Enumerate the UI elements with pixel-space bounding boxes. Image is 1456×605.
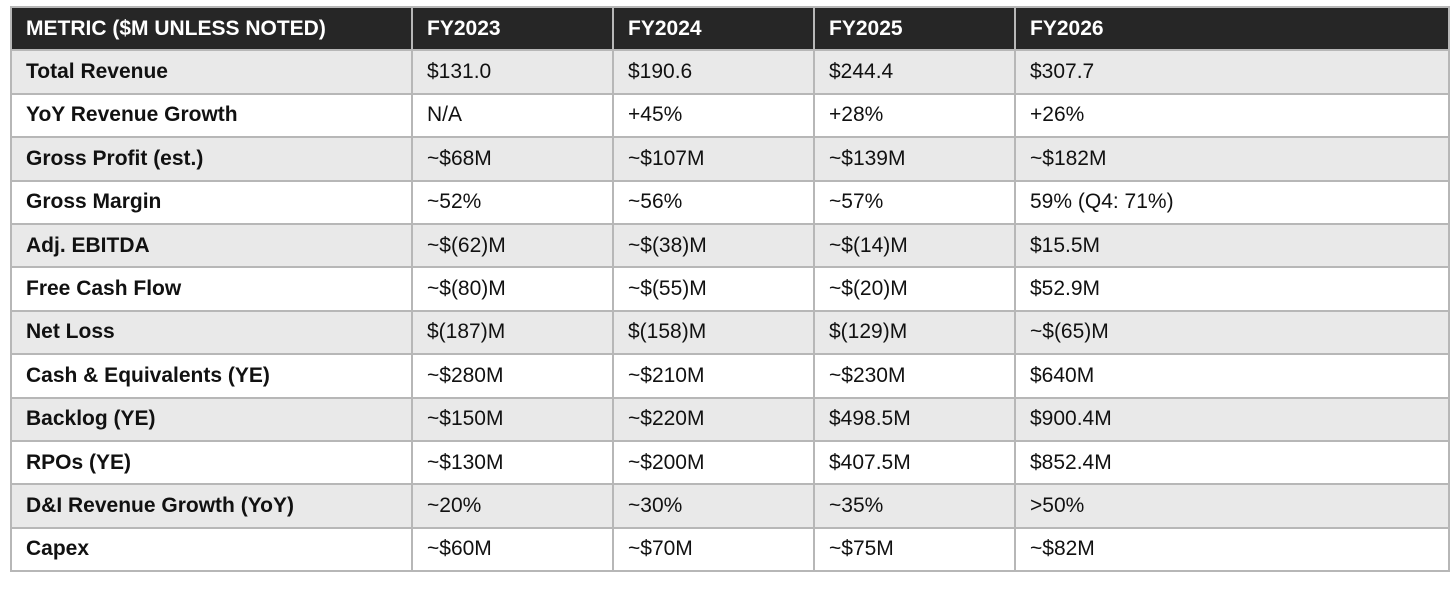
table-row: Total Revenue $131.0 $190.6 $244.4 $307.7: [10, 49, 1450, 95]
table-cell: ~20%: [411, 483, 614, 529]
table-cell: ~$70M: [612, 526, 815, 573]
table-cell: ~$280M: [411, 353, 614, 399]
table-cell: >50%: [1014, 483, 1450, 529]
table-row: YoY Revenue Growth N/A +45% +28% +26%: [10, 92, 1450, 139]
row-label: Total Revenue: [10, 49, 413, 95]
table-cell: ~$68M: [411, 136, 614, 182]
table-cell: N/A: [411, 92, 614, 139]
table-cell: ~$230M: [813, 353, 1016, 399]
table-row: Capex ~$60M ~$70M ~$75M ~$82M: [10, 526, 1450, 573]
table-cell: ~$220M: [612, 396, 815, 442]
table-cell: ~$(14)M: [813, 222, 1016, 269]
table-cell: ~$130M: [411, 439, 614, 486]
table-row: RPOs (YE) ~$130M ~$200M $407.5M $852.4M: [10, 439, 1450, 486]
table-cell: $852.4M: [1014, 439, 1450, 486]
table-cell: ~$182M: [1014, 136, 1450, 182]
table-row: Cash & Equivalents (YE) ~$280M ~$210M ~$230…: [10, 353, 1450, 399]
table-cell: ~$(20)M: [813, 266, 1016, 312]
table-cell: $900.4M: [1014, 396, 1450, 442]
table-row: Gross Profit (est.) ~$68M ~$107M ~$139M ~$18…: [10, 136, 1450, 182]
table-row: Adj. EBITDA ~$(62)M ~$(38)M ~$(14)M $15.5M: [10, 222, 1450, 269]
table-cell: $(129)M: [813, 309, 1016, 356]
table-cell: +26%: [1014, 92, 1450, 139]
table-cell: ~$150M: [411, 396, 614, 442]
table-cell: ~30%: [612, 483, 815, 529]
row-label: Gross Profit (est.): [10, 136, 413, 182]
table-cell: ~$210M: [612, 353, 815, 399]
table-cell: $52.9M: [1014, 266, 1450, 312]
row-label: Free Cash Flow: [10, 266, 413, 312]
header-row: METRIC ($M UNLESS NOTED) FY2023 FY2024 FY20…: [10, 5, 1450, 52]
table-cell: ~52%: [411, 179, 614, 225]
table-row: D&I Revenue Growth (YoY) ~20% ~30% ~35% >50%: [10, 483, 1450, 529]
header-cell: FY2023: [411, 5, 614, 52]
table-cell: $640M: [1014, 353, 1450, 399]
table-row: Backlog (YE) ~$150M ~$220M $498.5M $900.4M: [10, 396, 1450, 442]
table-cell: ~$(38)M: [612, 222, 815, 269]
table-cell: $498.5M: [813, 396, 1016, 442]
table-cell: $(158)M: [612, 309, 815, 356]
table-cell: ~$(65)M: [1014, 309, 1450, 356]
metrics-table: METRIC ($M UNLESS NOTED) FY2023 FY2024 FY20…: [10, 5, 1450, 573]
table-cell: ~35%: [813, 483, 1016, 529]
table-cell: $(187)M: [411, 309, 614, 356]
row-label: RPOs (YE): [10, 439, 413, 486]
header-cell: FY2024: [612, 5, 815, 52]
table-cell: ~$(80)M: [411, 266, 614, 312]
table-cell: $131.0: [411, 49, 614, 95]
row-label: Cash & Equivalents (YE): [10, 353, 413, 399]
table-row: Net Loss $(187)M $(158)M $(129)M ~$(65)M: [10, 309, 1450, 356]
table-cell: $15.5M: [1014, 222, 1450, 269]
table-cell: ~$60M: [411, 526, 614, 573]
header-cell: FY2025: [813, 5, 1016, 52]
row-label: YoY Revenue Growth: [10, 92, 413, 139]
table-cell: $407.5M: [813, 439, 1016, 486]
row-label: D&I Revenue Growth (YoY): [10, 483, 413, 529]
table-row: Free Cash Flow ~$(80)M ~$(55)M ~$(20)M $52.9…: [10, 266, 1450, 312]
table-cell: ~56%: [612, 179, 815, 225]
row-label: Gross Margin: [10, 179, 413, 225]
row-label: Net Loss: [10, 309, 413, 356]
table-cell: ~$(62)M: [411, 222, 614, 269]
table-cell: ~57%: [813, 179, 1016, 225]
table-cell: $307.7: [1014, 49, 1450, 95]
table-cell: ~$82M: [1014, 526, 1450, 573]
table-cell: ~$139M: [813, 136, 1016, 182]
table-cell: $190.6: [612, 49, 815, 95]
table-cell: ~$75M: [813, 526, 1016, 573]
table-cell: 59% (Q4: 71%): [1014, 179, 1450, 225]
table-body: Total Revenue $131.0 $190.6 $244.4 $307.7 YoY…: [10, 49, 1450, 573]
table-cell: +45%: [612, 92, 815, 139]
table-cell: ~$200M: [612, 439, 815, 486]
row-label: Capex: [10, 526, 413, 573]
row-label: Backlog (YE): [10, 396, 413, 442]
table-cell: ~$(55)M: [612, 266, 815, 312]
table-cell: +28%: [813, 92, 1016, 139]
header-cell: FY2026: [1014, 5, 1450, 52]
table-cell: ~$107M: [612, 136, 815, 182]
table-cell: $244.4: [813, 49, 1016, 95]
row-label: Adj. EBITDA: [10, 222, 413, 269]
header-cell: METRIC ($M UNLESS NOTED): [10, 5, 413, 52]
table-row: Gross Margin ~52% ~56% ~57% 59% (Q4: 71%): [10, 179, 1450, 225]
